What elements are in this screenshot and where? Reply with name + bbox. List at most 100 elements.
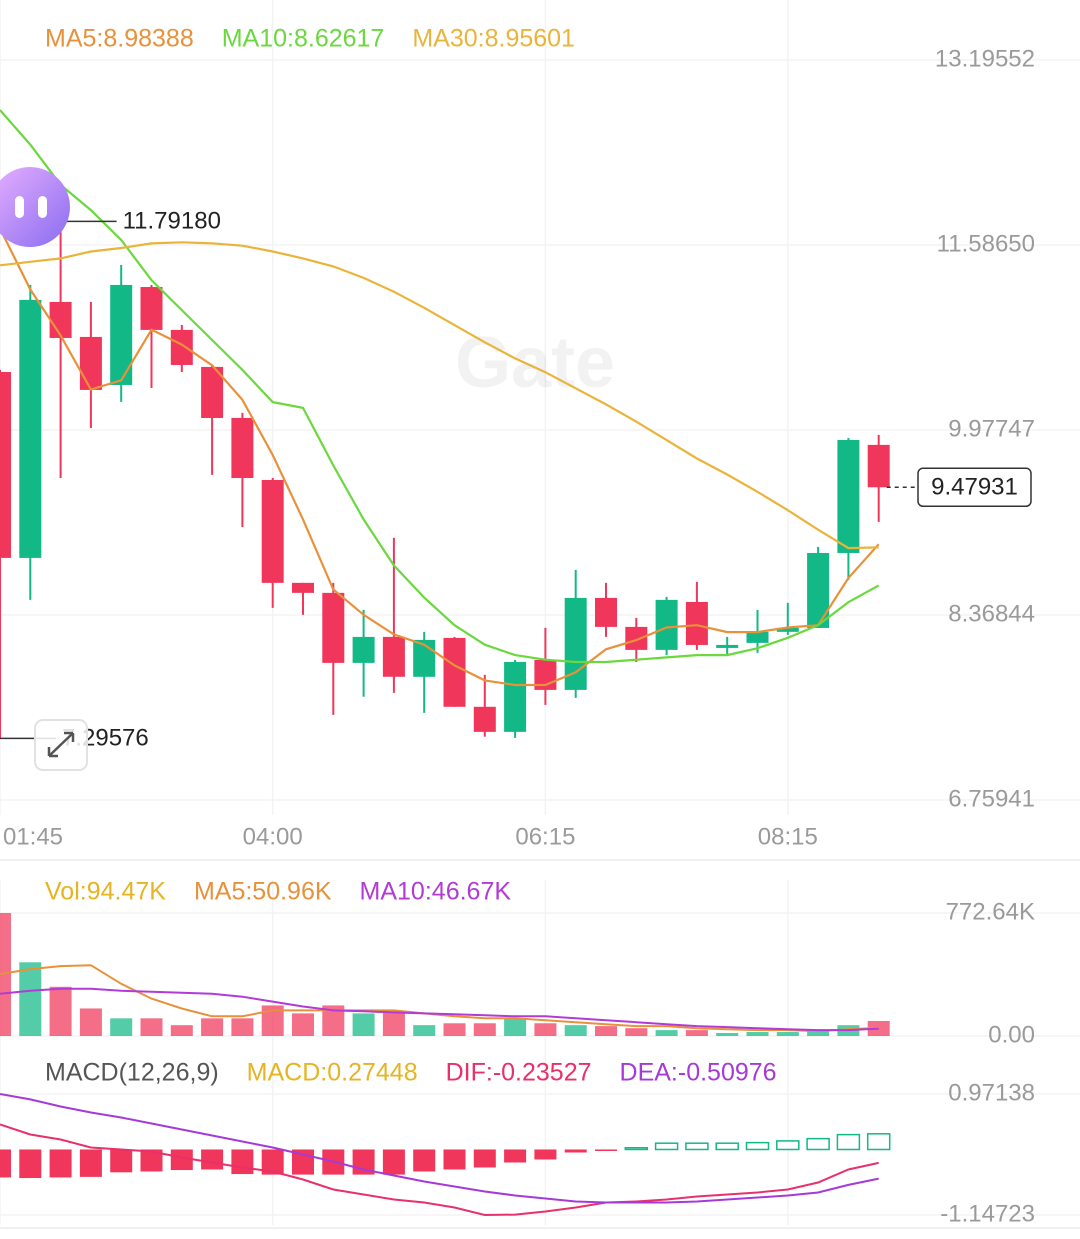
macd-bar [0, 1149, 11, 1178]
volume-bar [443, 1023, 466, 1036]
volume-bar [79, 1008, 102, 1036]
macd-bar [170, 1149, 193, 1171]
volume-bar [170, 1025, 193, 1036]
macd-bar [504, 1149, 527, 1163]
ma-line [0, 241, 879, 550]
legend-item: DIF:-0.23527 [446, 1059, 592, 1087]
candle-body [473, 706, 496, 732]
avatar-eye [38, 196, 47, 218]
candle-body [655, 599, 678, 650]
candle-body [231, 417, 254, 478]
overlay: 13.19552 11.58650 9.97747 8.36844 6.75941 01:… [0, 25, 1035, 1227]
volume-bar [595, 1026, 617, 1036]
macd-bar [140, 1149, 163, 1172]
macd-bar [564, 1149, 587, 1153]
extreme-label: 11.79180 [123, 208, 221, 235]
candle-body [685, 601, 708, 645]
macd-line [0, 1093, 879, 1204]
volume-bar [292, 1013, 314, 1036]
legend-item: Vol:94.47K [45, 878, 166, 906]
volume-bar [625, 1028, 648, 1036]
legend-item: MACD:0.27448 [247, 1059, 418, 1087]
y-tick-label: 11.58650 [937, 230, 1035, 257]
macd-bar [806, 1137, 830, 1151]
expand-button[interactable] [34, 719, 88, 771]
volume-bar [49, 986, 72, 1036]
legend-item: MA10:46.67K [360, 878, 512, 906]
volume-bar [0, 913, 11, 1036]
assistant-avatar[interactable] [0, 167, 70, 247]
candle-body [201, 366, 224, 418]
legend-item: MA10:8.62617 [222, 25, 385, 53]
volume-bar [352, 1013, 375, 1036]
volume-bar [110, 1018, 133, 1036]
candle-body [49, 301, 72, 338]
candle-body [746, 631, 769, 643]
candle-body [716, 644, 739, 648]
candle-body [261, 479, 284, 583]
y-tick-label: -1.14723 [940, 1200, 1035, 1227]
volume-bar [231, 1018, 254, 1036]
y-tick-label: 6.75941 [948, 785, 1035, 812]
macd-bar [443, 1149, 466, 1170]
candle-body [776, 627, 799, 632]
candle-body [382, 636, 405, 677]
volume-bar [473, 1023, 496, 1036]
avatar-circle[interactable] [0, 167, 70, 247]
candle-body [79, 336, 102, 390]
macd-bar [110, 1149, 133, 1173]
macd-bar [624, 1147, 649, 1151]
macd-bar [595, 1149, 617, 1151]
macd-bar [866, 1133, 891, 1151]
ma-line [0, 228, 880, 687]
volume-bar [534, 1023, 557, 1036]
candle-body [110, 284, 133, 385]
macd-bar [19, 1149, 42, 1179]
candle-body [292, 582, 314, 593]
macd-bar [201, 1149, 224, 1170]
panel-title: MACD(12,26,9) [45, 1059, 219, 1087]
candle-body [140, 287, 163, 330]
candle-body [322, 592, 345, 663]
volume-bar [261, 1005, 284, 1036]
candle-body [837, 439, 860, 553]
volume-bar [564, 1025, 587, 1036]
x-tick-label: 01:45 [3, 823, 63, 850]
price-plot [0, 109, 890, 739]
candle-body [19, 299, 42, 558]
macd-bar [261, 1149, 284, 1175]
candle-body [867, 444, 890, 488]
volume-plot [0, 913, 890, 1036]
legend-item: MA30:8.95601 [412, 25, 575, 53]
avatar-eye [15, 196, 24, 218]
legend-item: MA5:8.98388 [45, 25, 194, 53]
y-tick-label: 8.36844 [948, 600, 1035, 627]
volume-bar [655, 1030, 678, 1036]
volume-bar [382, 1011, 405, 1036]
ma-line [0, 109, 880, 664]
volume-ma-line [0, 987, 879, 1032]
macd-bar [79, 1149, 102, 1177]
y-tick-label: 0.97138 [948, 1079, 1035, 1106]
y-tick-label: 772.64K [946, 898, 1035, 925]
macd-bar [715, 1142, 739, 1151]
macd-bar [49, 1149, 72, 1178]
volume-bar [413, 1025, 436, 1036]
macd-bar [776, 1140, 800, 1151]
candle-body [807, 552, 830, 628]
last-price-label: 9.47931 [931, 474, 1018, 501]
macd-bar [654, 1142, 679, 1151]
volume-bar [201, 1018, 224, 1036]
legend-item: DEA:-0.50976 [620, 1059, 777, 1087]
macd-plot [0, 1093, 891, 1217]
candle-body [504, 661, 527, 732]
y-tick-label: 13.19552 [935, 45, 1035, 72]
volume-bar [19, 962, 42, 1036]
x-tick-label: 08:15 [758, 823, 818, 850]
macd-bar [231, 1149, 254, 1175]
macd-bar [413, 1149, 436, 1172]
